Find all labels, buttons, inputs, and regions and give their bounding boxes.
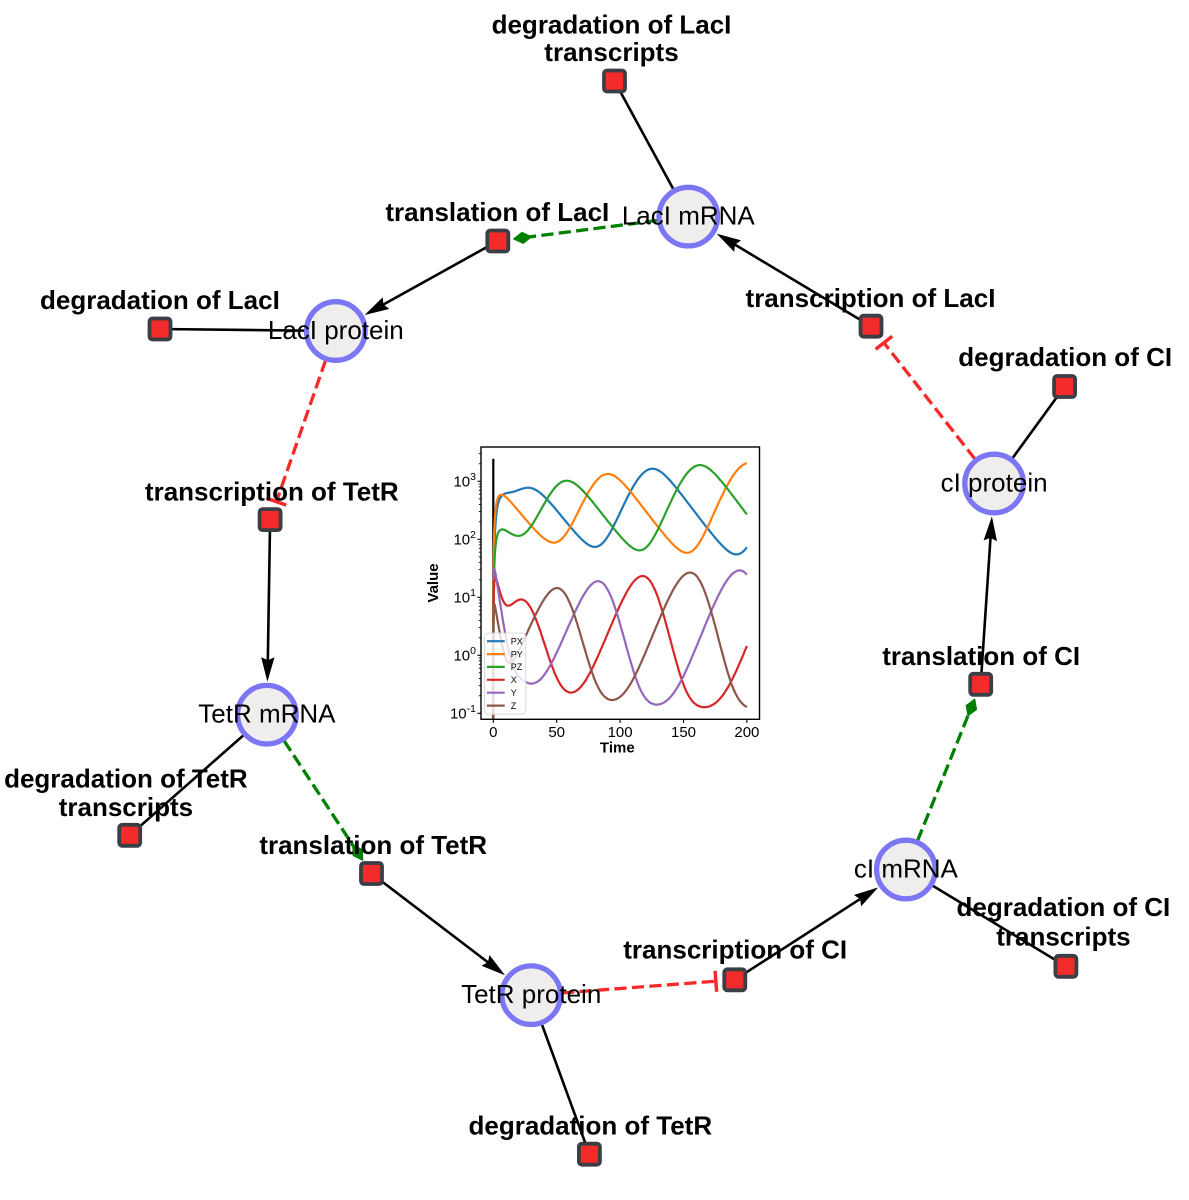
svg-text:degradation of TetR: degradation of TetR (468, 1110, 712, 1140)
svg-text:translation of CI: translation of CI (882, 641, 1080, 671)
svg-text:PX: PX (511, 636, 523, 646)
svg-text:Value: Value (425, 563, 442, 602)
svg-text:PZ: PZ (511, 662, 523, 672)
svg-text:Time: Time (600, 740, 635, 757)
svg-text:50: 50 (548, 724, 565, 741)
svg-text:X: X (511, 675, 517, 685)
svg-text:Z: Z (511, 701, 517, 711)
svg-text:cI protein: cI protein (941, 468, 1048, 498)
svg-text:translation of LacI: translation of LacI (385, 197, 609, 227)
svg-text:degradation of LacI: degradation of LacI (492, 10, 732, 40)
svg-text:TetR mRNA: TetR mRNA (198, 699, 336, 729)
svg-text:translation of TetR: translation of TetR (259, 830, 487, 860)
svg-text:PY: PY (511, 649, 523, 659)
svg-text:degradation of TetR: degradation of TetR (4, 764, 248, 794)
svg-text:150: 150 (671, 724, 696, 741)
svg-text:transcription of LacI: transcription of LacI (746, 283, 996, 313)
svg-text:transcripts: transcripts (544, 37, 678, 67)
svg-text:transcription of TetR: transcription of TetR (145, 476, 399, 506)
svg-text:LacI protein: LacI protein (268, 315, 404, 345)
svg-text:transcripts: transcripts (996, 921, 1130, 951)
svg-text:degradation of CI: degradation of CI (957, 892, 1171, 922)
svg-text:Y: Y (511, 688, 517, 698)
svg-text:LacI mRNA: LacI mRNA (622, 201, 756, 231)
svg-text:cI mRNA: cI mRNA (854, 854, 959, 884)
svg-text:TetR protein: TetR protein (461, 979, 601, 1009)
svg-text:100: 100 (608, 724, 633, 741)
svg-text:degradation of CI: degradation of CI (958, 342, 1172, 372)
svg-text:degradation of LacI: degradation of LacI (40, 285, 280, 315)
svg-text:transcripts: transcripts (59, 792, 193, 822)
svg-text:transcription of CI: transcription of CI (623, 935, 847, 965)
svg-text:200: 200 (734, 724, 759, 741)
svg-text:0: 0 (489, 724, 497, 741)
